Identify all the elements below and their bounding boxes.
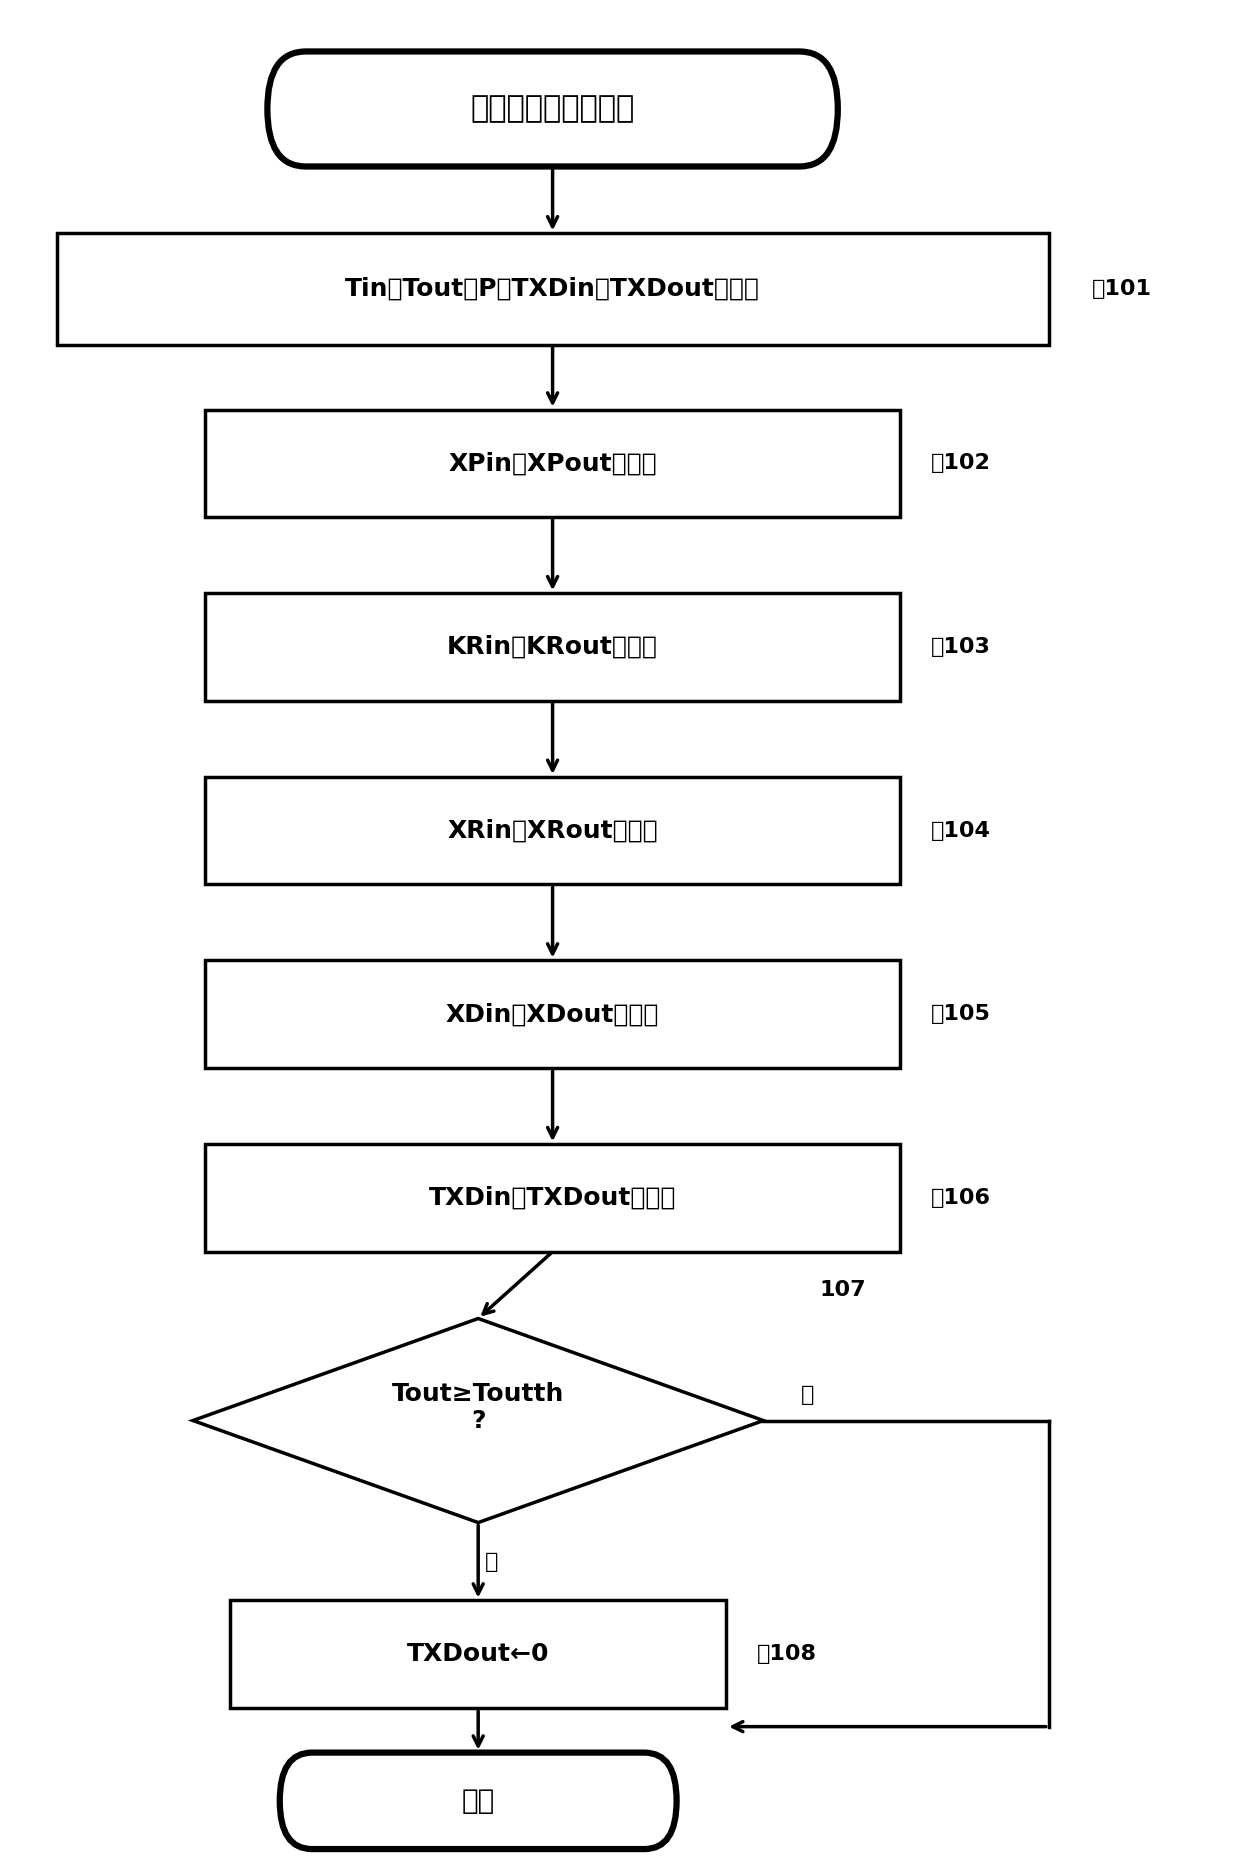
Bar	[206, 961, 900, 1067]
Text: Tout≥Toutth
?: Tout≥Toutth ?	[393, 1381, 564, 1434]
Text: TXDin、TXDout的计算: TXDin、TXDout的计算	[429, 1187, 676, 1209]
Text: XRin、XRout的计算: XRin、XRout的计算	[448, 819, 658, 843]
Text: Tin、Tout、P、TXDin、TXDout的取得: Tin、Tout、P、TXDin、TXDout的取得	[345, 277, 760, 301]
Text: ～102: ～102	[930, 454, 991, 473]
FancyBboxPatch shape	[267, 52, 838, 166]
FancyBboxPatch shape	[280, 1753, 677, 1848]
Text: ～106: ～106	[930, 1189, 991, 1207]
Bar	[206, 778, 900, 884]
Text: XDin、XDout的计算: XDin、XDout的计算	[446, 1002, 660, 1026]
Text: ～103: ～103	[930, 637, 991, 658]
Bar	[206, 592, 900, 701]
Text: 107: 107	[819, 1280, 865, 1301]
Text: TXDout←0: TXDout←0	[408, 1643, 549, 1667]
Bar	[231, 1600, 726, 1708]
Text: 是: 是	[484, 1551, 498, 1572]
Polygon shape	[193, 1318, 764, 1523]
Text: KRin、KRout的计算: KRin、KRout的计算	[448, 635, 658, 660]
Bar	[206, 409, 900, 518]
Text: ～101: ～101	[1092, 278, 1152, 299]
Text: ～105: ～105	[930, 1004, 991, 1024]
Text: XPin、XPout的计算: XPin、XPout的计算	[448, 450, 657, 475]
Text: 否: 否	[800, 1385, 814, 1405]
Text: ～104: ～104	[930, 820, 991, 841]
Text: 燃烧产物生成量推断: 燃烧产物生成量推断	[470, 95, 635, 123]
Text: 返回: 返回	[461, 1787, 495, 1815]
Bar	[206, 1144, 900, 1252]
Bar	[56, 234, 1048, 344]
Text: ～108: ～108	[757, 1645, 818, 1663]
